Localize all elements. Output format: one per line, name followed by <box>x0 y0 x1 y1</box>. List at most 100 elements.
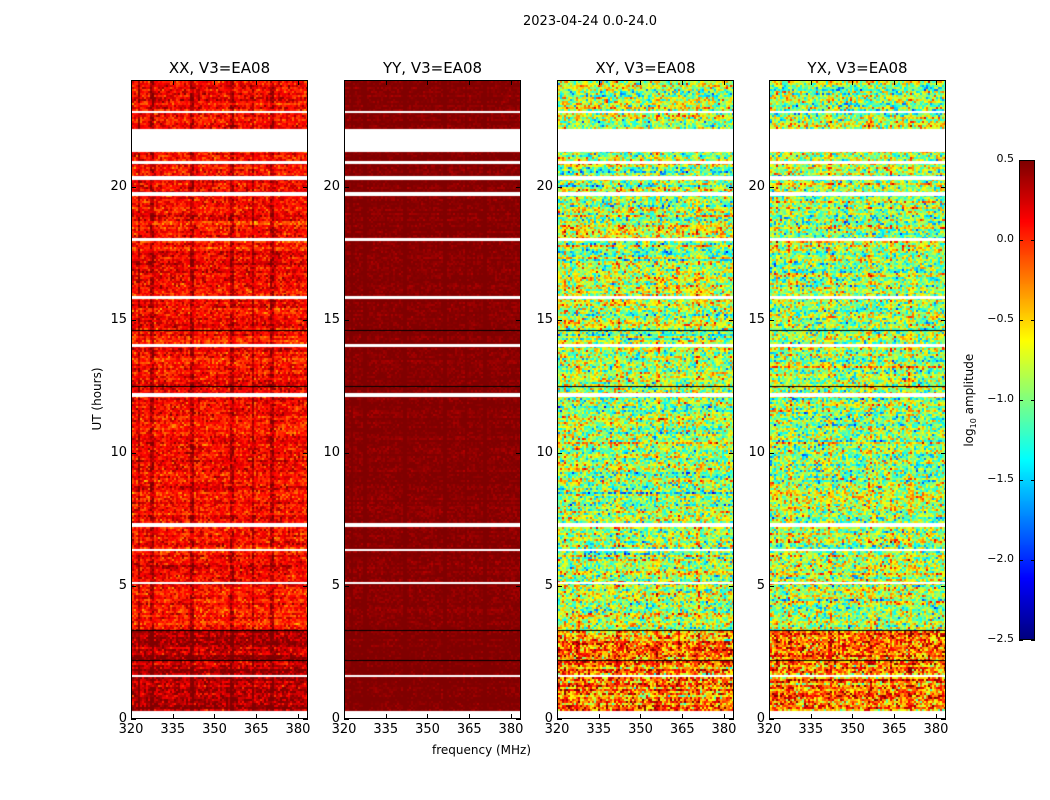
y-tick-mark-right <box>941 719 946 720</box>
x-tick-label: 335 <box>160 722 186 737</box>
y-tick-mark-right <box>516 186 521 188</box>
panel-title: YX, V3=EA08 <box>807 59 908 77</box>
y-tick-mark <box>557 719 562 720</box>
x-tick-label: 365 <box>456 722 482 737</box>
y-tick-mark <box>769 452 774 454</box>
colorbar-tick-mark-right <box>1031 640 1035 641</box>
colorbar-tick-mark <box>1019 400 1023 401</box>
heatmap-panel-2 <box>557 80 734 719</box>
x-tick-mark <box>297 714 299 719</box>
x-tick-mark <box>427 714 429 719</box>
x-tick-label: 380 <box>285 722 311 737</box>
x-tick-label: 350 <box>628 722 653 737</box>
y-tick-label: 10 <box>110 444 127 460</box>
x-tick-mark-top <box>469 80 471 85</box>
y-tick-mark <box>344 719 349 720</box>
x-tick-mark <box>769 714 770 719</box>
y-tick-mark <box>769 585 774 587</box>
x-tick-mark <box>131 714 132 719</box>
x-tick-mark-top <box>131 80 132 85</box>
y-tick-label: 15 <box>110 311 127 327</box>
y-tick-mark <box>769 719 774 720</box>
y-tick-label: 0 <box>544 711 553 726</box>
x-tick-label: 335 <box>798 722 824 737</box>
x-tick-mark-top <box>214 80 216 85</box>
y-tick-mark-right <box>729 585 734 587</box>
x-tick-mark-top <box>935 80 937 85</box>
y-tick-mark <box>131 585 136 587</box>
x-tick-mark-top <box>810 80 812 85</box>
x-tick-mark <box>344 714 345 719</box>
y-tick-mark <box>557 319 562 321</box>
y-tick-label: 5 <box>118 577 127 593</box>
heatmap-panel-3 <box>769 80 946 719</box>
y-tick-label: 10 <box>748 444 765 460</box>
x-tick-mark-top <box>723 80 725 85</box>
y-tick-label: 20 <box>748 178 765 194</box>
y-tick-mark <box>344 452 349 454</box>
heatmap-cells <box>132 81 307 718</box>
y-tick-mark-right <box>303 186 308 188</box>
colorbar-tick-mark-right <box>1031 240 1035 241</box>
x-tick-mark <box>172 714 174 719</box>
y-tick-label: 0 <box>756 711 765 726</box>
y-tick-mark <box>344 319 349 321</box>
y-axis-label: UT (hours) <box>90 367 104 431</box>
y-tick-mark-right <box>729 719 734 720</box>
x-tick-label: 350 <box>415 722 440 737</box>
x-tick-label: 320 <box>756 722 782 737</box>
y-tick-label: 5 <box>544 577 553 593</box>
x-tick-label: 350 <box>202 722 227 737</box>
colorbar-tick-label: −2.0 <box>987 552 1014 565</box>
x-tick-label: 335 <box>586 722 612 737</box>
colorbar-tick-label: −1.5 <box>987 472 1014 485</box>
colorbar-tick-mark-right <box>1031 320 1035 321</box>
colorbar-tick-mark <box>1019 240 1023 241</box>
x-tick-label: 380 <box>711 722 737 737</box>
x-tick-mark-top <box>557 80 558 85</box>
y-tick-mark-right <box>516 319 521 321</box>
panel-title: YY, V3=EA08 <box>382 59 483 77</box>
y-tick-mark <box>131 186 136 188</box>
colorbar-tick-mark <box>1019 320 1023 321</box>
x-tick-mark-top <box>256 80 258 85</box>
colorbar-tick-mark-right <box>1031 160 1035 161</box>
y-tick-label: 0 <box>118 711 127 726</box>
heatmap-panel-1 <box>344 80 521 719</box>
colorbar-tick-mark <box>1019 480 1023 481</box>
heatmap-panel-0 <box>131 80 308 719</box>
y-tick-mark-right <box>729 186 734 188</box>
y-tick-mark-right <box>303 452 308 454</box>
x-tick-mark-top <box>172 80 174 85</box>
figure-title: 2023-04-24 0.0-24.0 <box>523 14 657 29</box>
heatmap-cells <box>345 81 520 718</box>
x-tick-mark <box>256 714 258 719</box>
colorbar-label-rest: amplitude <box>961 353 976 419</box>
x-tick-mark-top <box>297 80 299 85</box>
x-tick-label: 320 <box>544 722 570 737</box>
y-tick-label: 15 <box>748 311 765 327</box>
x-tick-mark-top <box>427 80 429 85</box>
y-tick-mark-right <box>941 452 946 454</box>
colorbar-tick-mark-right <box>1031 480 1035 481</box>
y-tick-mark-right <box>516 719 521 720</box>
y-tick-label: 5 <box>756 577 765 593</box>
y-tick-mark <box>557 585 562 587</box>
x-tick-mark-top <box>385 80 387 85</box>
heatmap-cells <box>558 81 733 718</box>
x-tick-mark <box>640 714 642 719</box>
y-tick-mark <box>557 452 562 454</box>
x-tick-mark-top <box>510 80 512 85</box>
colorbar-tick-mark <box>1019 560 1023 561</box>
x-tick-mark-top <box>682 80 684 85</box>
x-tick-label: 380 <box>498 722 524 737</box>
y-tick-label: 20 <box>536 178 553 194</box>
x-tick-mark <box>935 714 937 719</box>
y-tick-mark-right <box>303 585 308 587</box>
y-tick-mark <box>131 452 136 454</box>
y-tick-label: 20 <box>110 178 127 194</box>
x-tick-label: 335 <box>373 722 399 737</box>
heatmap-cells <box>770 81 945 718</box>
colorbar-tick-label: 0.5 <box>996 152 1015 165</box>
